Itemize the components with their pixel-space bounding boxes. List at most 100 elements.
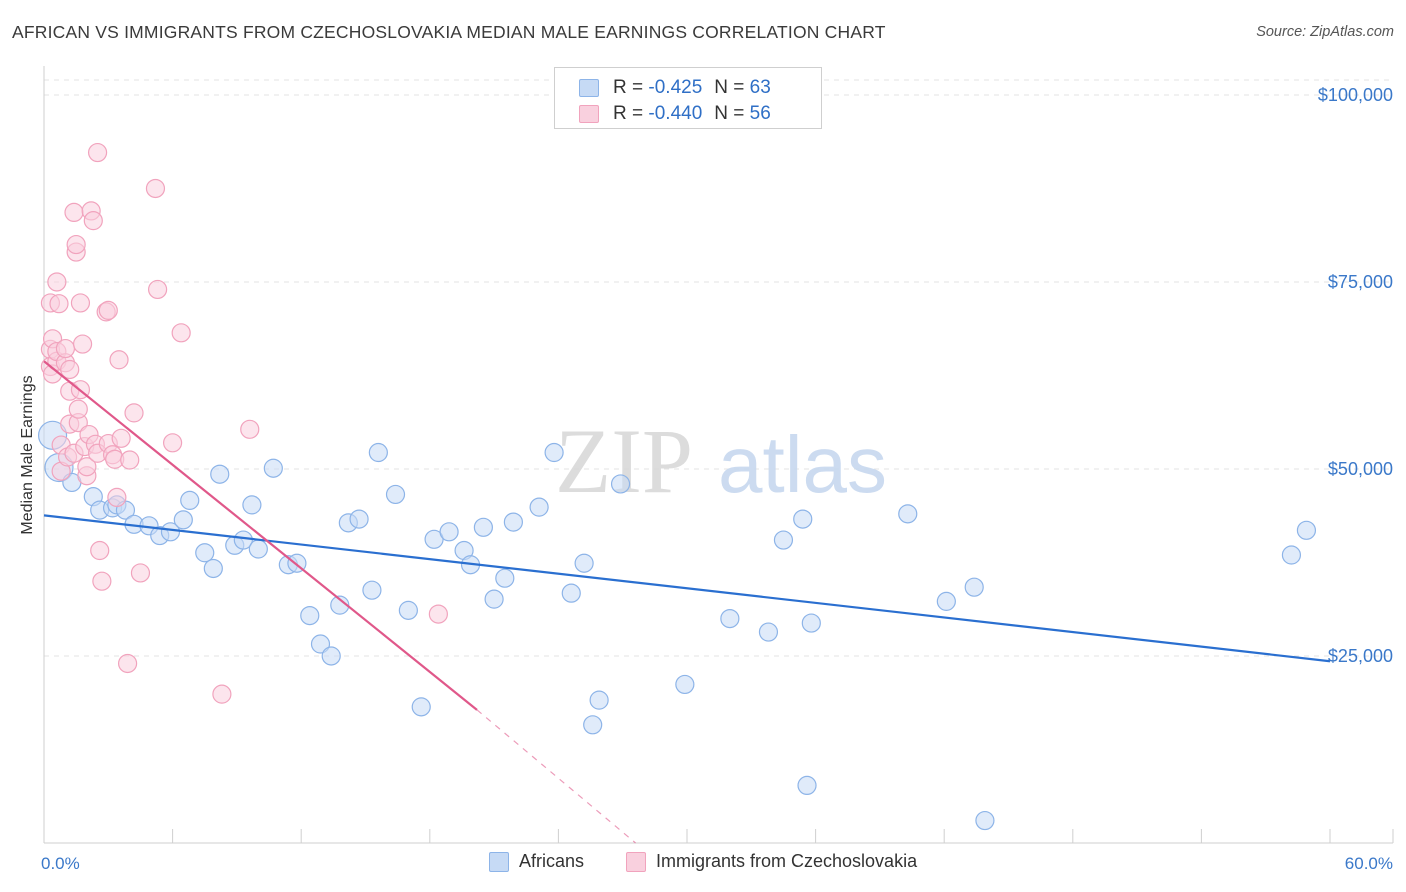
data-point <box>758 622 779 642</box>
grid-lines <box>44 79 1393 657</box>
y-tick-label: $75,000 <box>1328 272 1393 292</box>
data-point <box>242 495 262 515</box>
legend-swatch-czechoslovakia <box>626 851 646 872</box>
data-point <box>147 279 168 300</box>
axes <box>43 66 1394 844</box>
legend-swatch-africans <box>579 79 599 97</box>
watermark-atlas: atlas <box>718 420 887 509</box>
data-point <box>120 450 140 470</box>
data-point <box>92 571 112 591</box>
trend-lines <box>43 360 1331 844</box>
data-point <box>574 553 594 573</box>
legend-label-africans: Africans <box>519 851 585 871</box>
trend-line <box>43 514 1331 663</box>
axis-labels: $25,000 $50,000 $75,000 $100,000 0.0% 60.0% Me… <box>19 85 1393 873</box>
legend-label-czechoslovakia: Immigrants from Czechoslovakia <box>656 851 918 871</box>
data-point <box>793 509 813 529</box>
data-point <box>130 563 151 583</box>
watermark-zip: ZIP <box>555 410 693 512</box>
data-point <box>484 589 504 609</box>
data-point <box>561 583 581 603</box>
y-tick-label: $100,000 <box>1318 85 1393 105</box>
data-point <box>310 634 331 654</box>
x-tick-label: 60.0% <box>1345 854 1393 873</box>
chart-title: AFRICAN VS IMMIGRANTS FROM CZECHOSLOVAKI… <box>12 22 886 42</box>
data-point <box>55 338 76 359</box>
data-point <box>212 684 232 704</box>
bottom-legend-africans[interactable]: Africans <box>489 851 584 872</box>
data-point <box>495 568 515 588</box>
legend-n-label: N = <box>714 103 745 124</box>
data-point <box>439 522 459 542</box>
data-point <box>362 580 382 600</box>
data-point <box>503 512 523 532</box>
data-point <box>428 604 448 624</box>
data-point <box>1296 520 1317 540</box>
y-axis-title: Median Male Earnings <box>19 375 36 534</box>
x-tick-label: 0.0% <box>41 854 80 873</box>
data-point <box>720 608 740 629</box>
legend-swatch-czechoslovakia <box>579 105 599 123</box>
y-tick-label: $25,000 <box>1328 646 1393 666</box>
legend-row-czechoslovakia: R = -0.440 N = 56 <box>579 102 771 126</box>
data-point <box>60 359 80 380</box>
data-point <box>248 539 268 559</box>
data-point <box>411 697 431 717</box>
data-point <box>975 810 995 831</box>
data-point <box>124 403 144 423</box>
legend-row-africans: R = -0.425 N = 63 <box>579 76 771 100</box>
bottom-legend-czechoslovakia[interactable]: Immigrants from Czechoslovakia <box>626 851 917 872</box>
data-point <box>529 497 549 517</box>
data-point <box>964 577 984 597</box>
data-point <box>773 530 794 550</box>
data-point <box>163 433 183 453</box>
data-point <box>83 211 103 231</box>
data-point <box>87 142 108 163</box>
data-point <box>1281 545 1302 565</box>
data-point <box>610 474 631 494</box>
data-point <box>195 543 215 563</box>
data-point <box>145 178 166 199</box>
data-point <box>49 294 69 314</box>
legend-r-value: -0.425 <box>648 77 703 98</box>
data-point <box>368 442 388 463</box>
legend-n-label: N = <box>714 77 745 98</box>
data-point <box>210 464 230 484</box>
y-tick-label: $50,000 <box>1328 459 1393 479</box>
data-point <box>385 484 406 505</box>
data-point <box>263 458 283 478</box>
data-point <box>473 517 493 537</box>
data-point <box>109 350 129 370</box>
data-point <box>300 605 320 626</box>
data-point <box>66 234 86 255</box>
watermark: ZIP atlas <box>555 410 887 512</box>
source-label: Source: ZipAtlas.com <box>1256 24 1394 40</box>
data-point <box>107 487 127 508</box>
data-point <box>321 646 341 666</box>
legend-r-label: R = <box>613 103 644 124</box>
data-point <box>349 509 369 529</box>
data-point <box>117 653 138 674</box>
data-point <box>898 504 918 524</box>
data-point <box>203 558 223 579</box>
legend-swatch-africans <box>489 851 509 872</box>
data-point <box>544 442 564 463</box>
data-point <box>936 591 956 611</box>
data-point <box>77 457 97 477</box>
data-point <box>90 540 110 561</box>
data-point <box>675 674 695 695</box>
data-point <box>583 715 603 735</box>
data-point <box>68 399 88 419</box>
data-point <box>111 428 131 448</box>
stats-legend: R = -0.425 N = 63 R = -0.440 N = 56 <box>554 67 822 129</box>
data-point <box>98 300 118 320</box>
legend-n-value: 63 <box>749 77 771 98</box>
data-point <box>240 419 260 439</box>
legend-n-value: 56 <box>749 103 771 124</box>
trend-line-extrapolated <box>476 709 636 844</box>
data-point <box>72 334 93 354</box>
data-point <box>589 690 609 710</box>
data-point <box>797 775 817 796</box>
data-point <box>330 595 350 615</box>
